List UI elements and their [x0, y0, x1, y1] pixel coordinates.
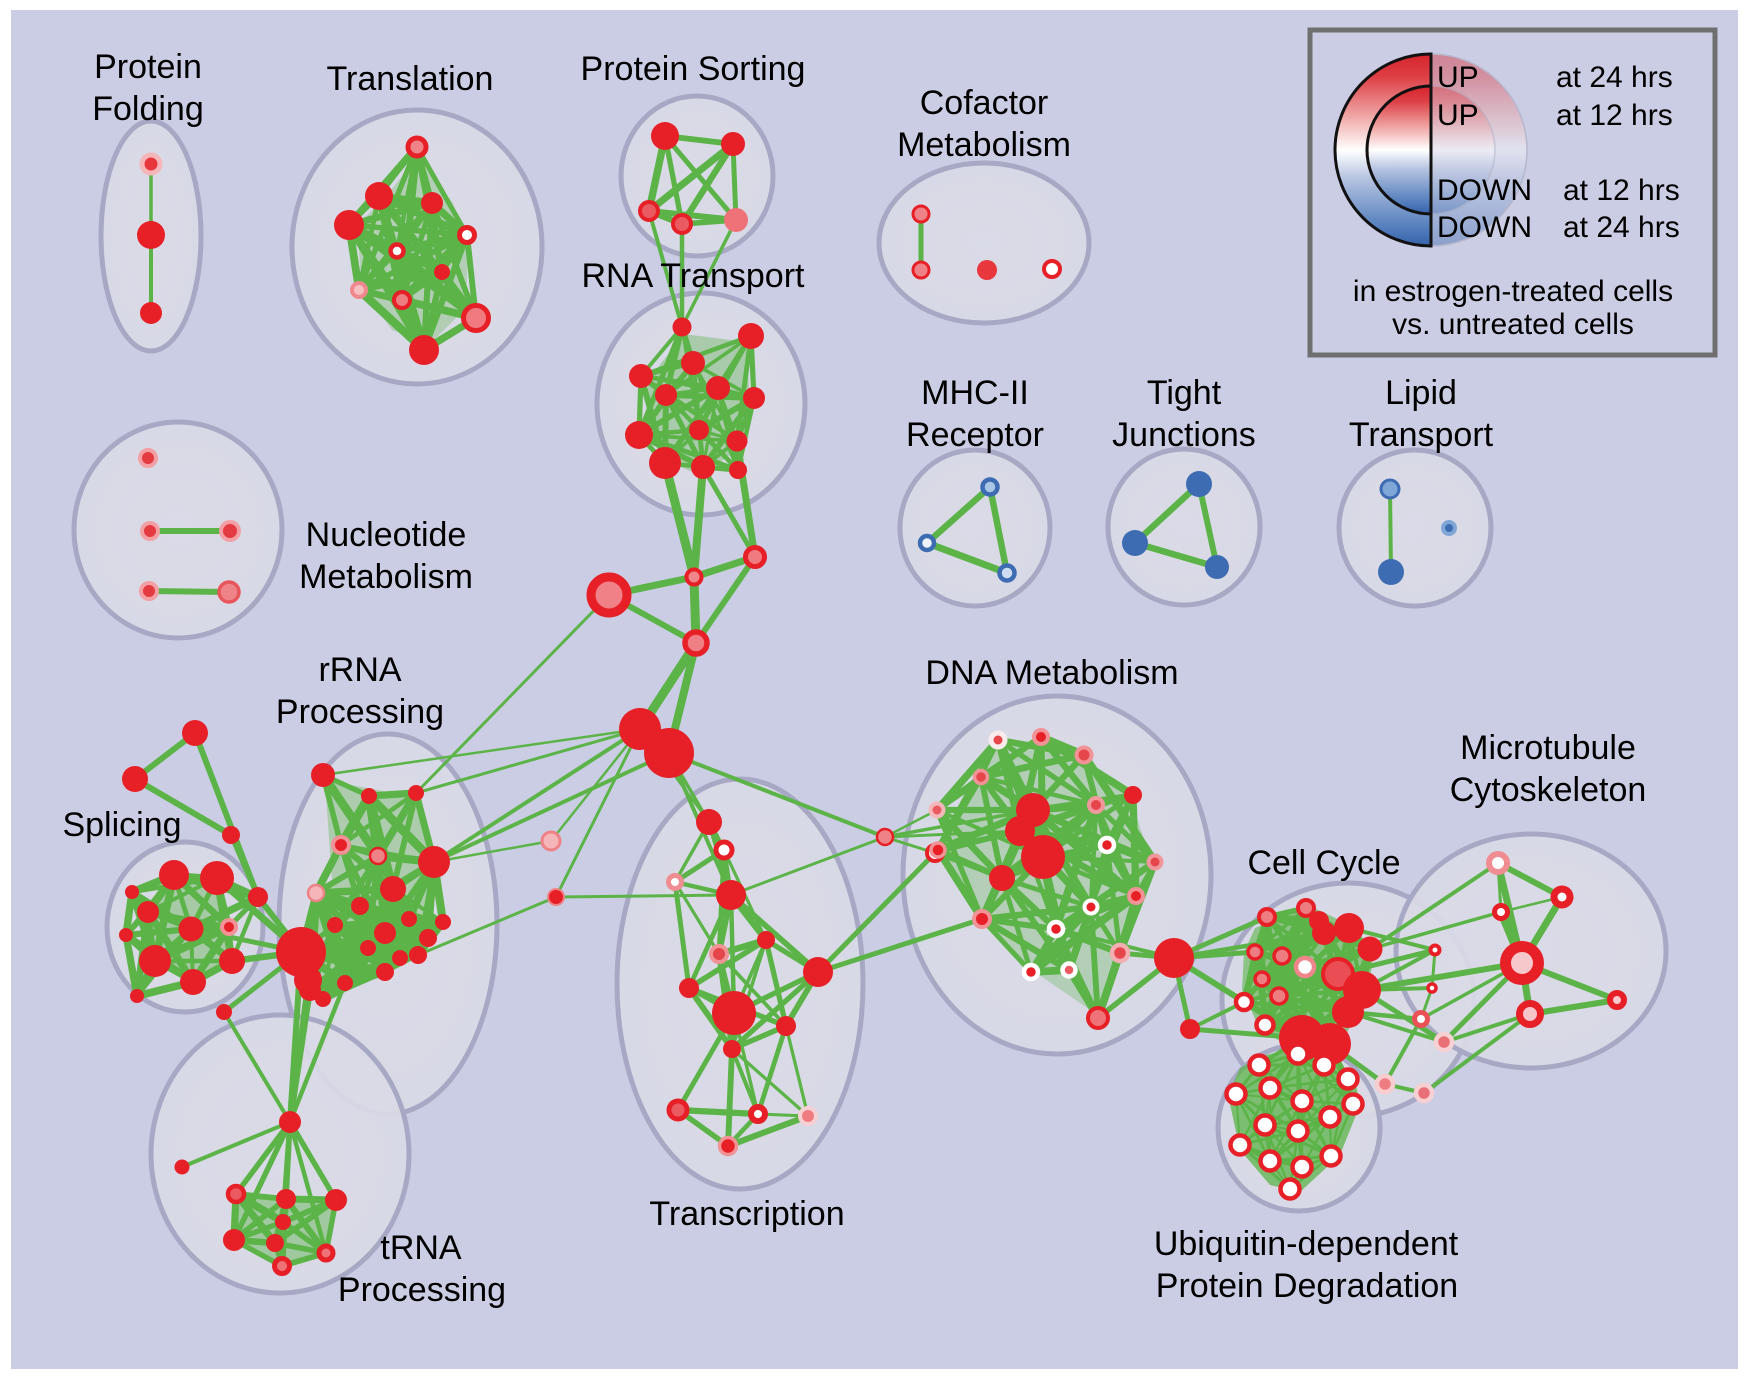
svg-text:vs. untreated cells: vs. untreated cells — [1392, 308, 1634, 341]
svg-text:Transport: Transport — [1349, 416, 1494, 454]
svg-text:at 12 hrs: at 12 hrs — [1556, 99, 1673, 132]
svg-text:Processing: Processing — [338, 1271, 506, 1309]
svg-text:RNA Transport: RNA Transport — [582, 257, 806, 295]
svg-text:Metabolism: Metabolism — [299, 558, 473, 596]
svg-text:Cytoskeleton: Cytoskeleton — [1450, 771, 1647, 809]
svg-text:Transcription: Transcription — [649, 1195, 844, 1233]
svg-text:UP: UP — [1437, 61, 1479, 94]
svg-text:rRNA: rRNA — [318, 651, 401, 689]
svg-text:Junctions: Junctions — [1112, 416, 1256, 454]
svg-text:at 12 hrs: at 12 hrs — [1563, 174, 1680, 207]
svg-text:Cofactor: Cofactor — [920, 84, 1049, 122]
svg-text:tRNA: tRNA — [380, 1229, 462, 1267]
svg-text:Translation: Translation — [327, 60, 494, 98]
svg-text:DOWN: DOWN — [1437, 211, 1532, 244]
svg-text:Metabolism: Metabolism — [897, 126, 1071, 164]
svg-text:Folding: Folding — [92, 90, 204, 128]
svg-text:DNA Metabolism: DNA Metabolism — [925, 654, 1178, 692]
svg-text:Nucleotide: Nucleotide — [306, 516, 467, 554]
svg-text:at 24 hrs: at 24 hrs — [1556, 61, 1673, 94]
svg-text:Microtubule: Microtubule — [1460, 729, 1636, 767]
svg-text:Tight: Tight — [1147, 374, 1222, 412]
svg-text:Protein Degradation: Protein Degradation — [1156, 1267, 1458, 1305]
svg-text:Ubiquitin-dependent: Ubiquitin-dependent — [1154, 1225, 1459, 1263]
svg-text:Cell Cycle: Cell Cycle — [1247, 844, 1400, 882]
svg-text:at 24 hrs: at 24 hrs — [1563, 211, 1680, 244]
svg-text:DOWN: DOWN — [1437, 174, 1532, 207]
svg-text:Protein: Protein — [94, 48, 202, 86]
svg-text:in estrogen-treated cells: in estrogen-treated cells — [1353, 275, 1673, 308]
svg-text:Splicing: Splicing — [62, 806, 181, 844]
svg-text:MHC-II: MHC-II — [921, 374, 1029, 412]
svg-text:Protein Sorting: Protein Sorting — [581, 50, 806, 88]
svg-text:Receptor: Receptor — [906, 416, 1044, 454]
svg-text:Lipid: Lipid — [1385, 374, 1457, 412]
svg-text:Processing: Processing — [276, 693, 444, 731]
svg-text:UP: UP — [1437, 99, 1479, 132]
